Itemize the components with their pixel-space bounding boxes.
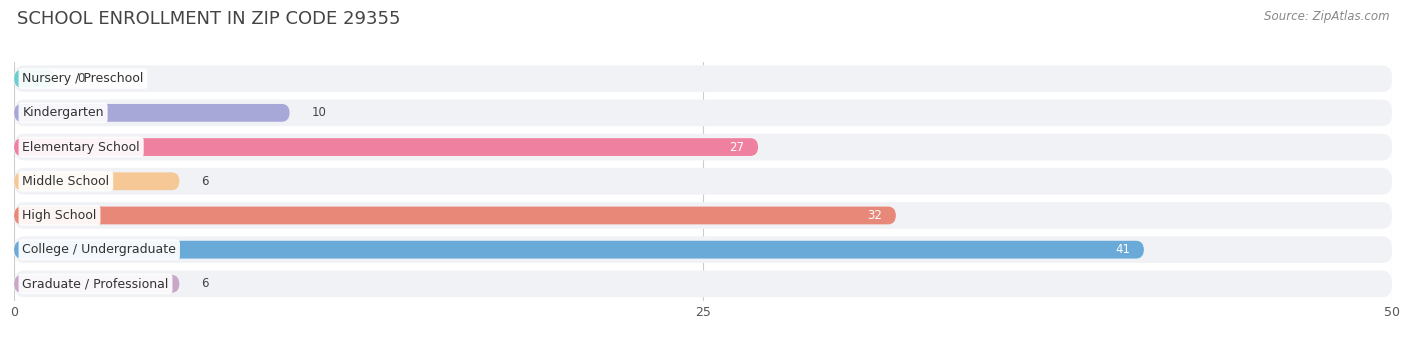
FancyBboxPatch shape bbox=[14, 275, 180, 293]
Text: Elementary School: Elementary School bbox=[22, 141, 141, 154]
FancyBboxPatch shape bbox=[14, 236, 1392, 263]
FancyBboxPatch shape bbox=[14, 134, 1392, 160]
Text: Source: ZipAtlas.com: Source: ZipAtlas.com bbox=[1264, 10, 1389, 23]
Text: College / Undergraduate: College / Undergraduate bbox=[22, 243, 176, 256]
Text: 0: 0 bbox=[77, 72, 84, 85]
Text: 41: 41 bbox=[1115, 243, 1130, 256]
Text: SCHOOL ENROLLMENT IN ZIP CODE 29355: SCHOOL ENROLLMENT IN ZIP CODE 29355 bbox=[17, 10, 401, 28]
Text: 32: 32 bbox=[868, 209, 882, 222]
Text: 6: 6 bbox=[201, 175, 209, 188]
FancyBboxPatch shape bbox=[14, 104, 290, 122]
FancyBboxPatch shape bbox=[14, 271, 1392, 297]
FancyBboxPatch shape bbox=[14, 65, 1392, 92]
FancyBboxPatch shape bbox=[14, 168, 1392, 195]
Text: 27: 27 bbox=[730, 141, 744, 154]
FancyBboxPatch shape bbox=[14, 241, 1144, 259]
FancyBboxPatch shape bbox=[14, 202, 1392, 229]
FancyBboxPatch shape bbox=[14, 100, 1392, 126]
FancyBboxPatch shape bbox=[14, 172, 180, 190]
Text: High School: High School bbox=[22, 209, 97, 222]
FancyBboxPatch shape bbox=[14, 138, 758, 156]
Text: 10: 10 bbox=[312, 106, 326, 119]
FancyBboxPatch shape bbox=[14, 207, 896, 224]
Text: Middle School: Middle School bbox=[22, 175, 110, 188]
Text: Graduate / Professional: Graduate / Professional bbox=[22, 277, 169, 290]
Text: Nursery / Preschool: Nursery / Preschool bbox=[22, 72, 143, 85]
FancyBboxPatch shape bbox=[14, 70, 55, 88]
Text: Kindergarten: Kindergarten bbox=[22, 106, 104, 119]
Text: 6: 6 bbox=[201, 277, 209, 290]
